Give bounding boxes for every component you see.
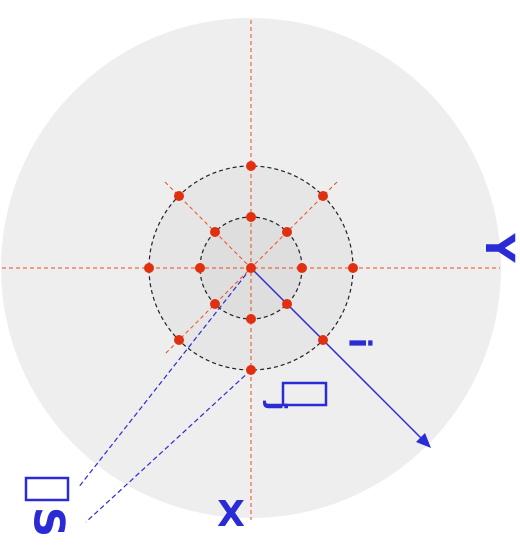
- grid-nodes: [144, 161, 358, 375]
- center-node: [246, 263, 256, 273]
- outer-node: [174, 335, 184, 345]
- arrowhead-icon: [416, 433, 431, 448]
- projection-line-upper: [77, 267, 252, 489]
- inner-node: [210, 227, 220, 237]
- outer-node: [246, 365, 256, 375]
- outer-node: [318, 191, 328, 201]
- outer-node: [318, 335, 328, 345]
- radial-arrow-shaft: [250, 267, 426, 443]
- s-label: S: [25, 507, 74, 537]
- inner-node: [195, 263, 205, 273]
- inner-node: [282, 227, 292, 237]
- j-label: j: [262, 401, 292, 411]
- i-label: i: [342, 338, 377, 348]
- x-axis-label: X: [217, 494, 245, 535]
- projection-line-lower: [85, 369, 252, 523]
- inner-node: [282, 299, 292, 309]
- j-box: [281, 381, 328, 407]
- outer-node: [246, 161, 256, 171]
- inner-node: [246, 212, 256, 222]
- s-box: [24, 476, 70, 502]
- inner-node: [297, 263, 307, 273]
- inner-node: [246, 314, 256, 324]
- outer-node: [144, 263, 154, 273]
- radial-arrow: [250, 267, 431, 448]
- y-axis-label: Y: [476, 233, 520, 264]
- inner-node: [210, 299, 220, 309]
- projection-lines: [77, 267, 252, 523]
- outer-node: [174, 191, 184, 201]
- outer-node: [348, 263, 358, 273]
